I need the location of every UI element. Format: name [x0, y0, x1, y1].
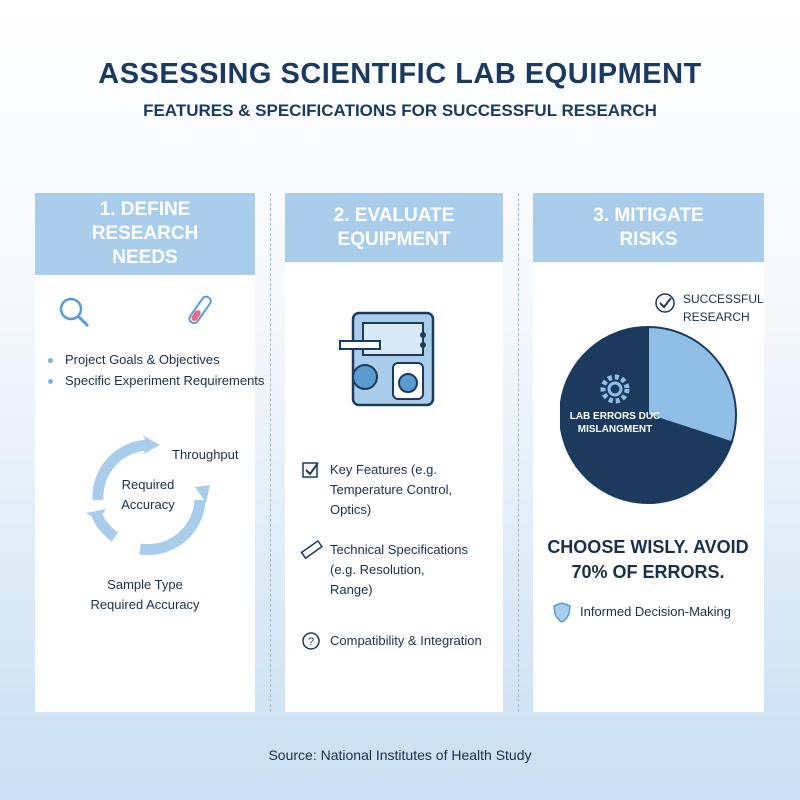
bullet [48, 379, 53, 384]
callout: CHOOSE WISLY. AVOID 70% OF ERRORS. [547, 537, 749, 582]
pie-label: SUCCESSFUL RESEARCH [683, 292, 764, 324]
icons [59, 295, 212, 328]
shield-icon [553, 602, 571, 623]
pie-chart [560, 293, 737, 504]
subtitle: FEATURES & SPECIFICATIONS FOR SUCCESSFUL… [143, 101, 657, 120]
item-text: Compatibility & Integration [330, 633, 482, 648]
cycle-label: Throughput [172, 447, 239, 462]
bullet-text: Specific Experiment Requirements [65, 373, 265, 388]
cycle-label: Required Accuracy [121, 477, 175, 512]
item-text: Key Features (e.g. Temperature Control, … [330, 462, 453, 517]
note: Sample Type [107, 577, 183, 592]
pie-slice [647, 325, 737, 444]
column-heading: 1. DEFINE RESEARCH NEEDS [35, 193, 255, 275]
item-icons: ? [300, 462, 323, 650]
divider [270, 193, 271, 712]
bullet [48, 358, 53, 363]
source: Source: National Institutes of Health St… [268, 747, 532, 763]
equipment-icon [339, 311, 435, 407]
bullet-text: Project Goals & Objectives [65, 352, 220, 367]
column-heading: 3. MITIGATE RISKS [533, 193, 764, 262]
gear-icon [600, 374, 630, 404]
cycle-diagram [86, 435, 210, 555]
title: ASSESSING SCIENTIFIC LAB EQUIPMENT [98, 58, 702, 90]
column-heading: 2. EVALUATE EQUIPMENT [285, 193, 503, 262]
footer-item: Informed Decision-Making [580, 604, 732, 619]
item-text: Technical Specifications (e.g. Resolutio… [330, 542, 469, 597]
pie-slice [560, 325, 733, 504]
column-panel [285, 193, 503, 712]
svg-text:?: ? [308, 636, 314, 648]
divider [518, 193, 519, 712]
note: Required Accuracy [90, 597, 200, 612]
pie-label: LAB ERRORS DUC MISLANGMENT [569, 411, 661, 435]
